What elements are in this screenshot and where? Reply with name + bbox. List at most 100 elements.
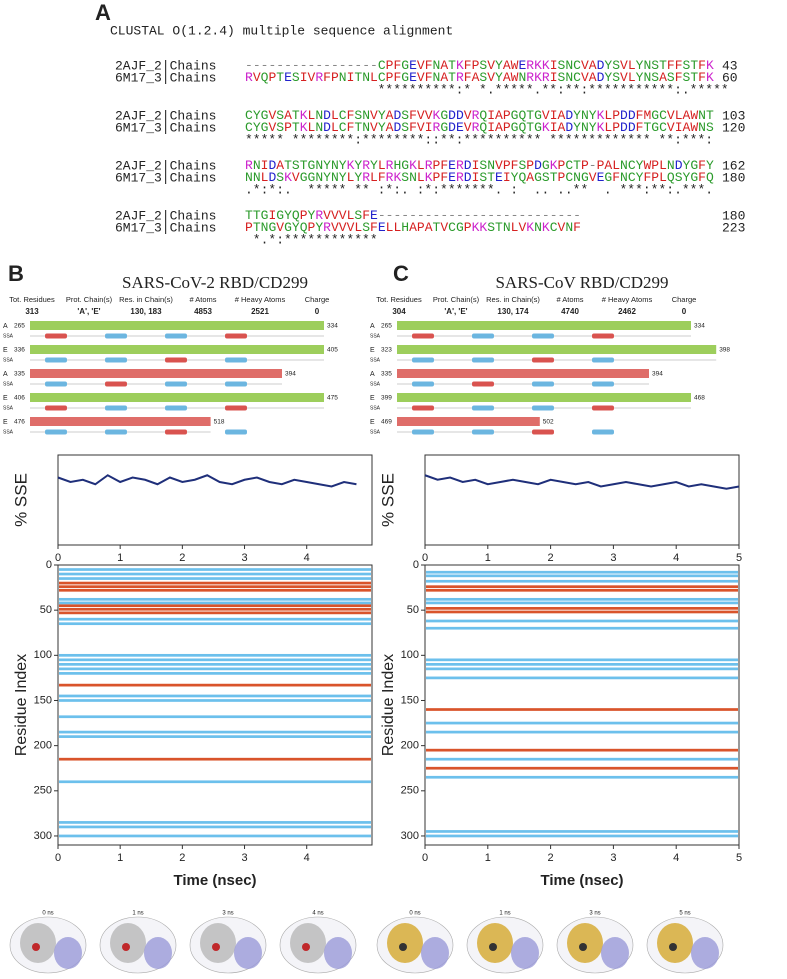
highlight <box>579 943 587 951</box>
stat-value: 304 <box>392 307 406 316</box>
sequence-name: 2AJF_2|Chains <box>115 208 216 223</box>
y-tick-label: 300 <box>34 830 52 842</box>
plot-frame <box>57 564 373 846</box>
sequence-name: 2AJF_2|Chains <box>115 158 216 173</box>
y-tick-label: 50 <box>407 604 419 616</box>
sequence-bar <box>30 369 282 378</box>
range-end: 334 <box>694 323 705 330</box>
stat-header: Prot. Chain(s) <box>66 295 113 304</box>
ssa-element <box>225 429 247 435</box>
chain-label: A <box>3 323 8 330</box>
sse-band <box>59 667 371 671</box>
sequence: TTGIGYQPYRVVVLSFE-----------------------… <box>245 208 581 223</box>
range-end: 468 <box>694 395 705 402</box>
stat-value: 'A', 'E' <box>77 307 100 316</box>
receptor <box>421 937 449 969</box>
stat-header: Tot. Residues <box>9 295 55 304</box>
snapshot-label: 1 ns <box>499 911 510 917</box>
sse-band <box>59 611 371 615</box>
ssa-element <box>592 429 614 435</box>
sse-band <box>426 607 738 610</box>
stat-value: 313 <box>25 307 39 316</box>
ssa-element <box>472 405 494 411</box>
ssa-label: SSA <box>3 333 14 339</box>
sequence: RNIDATSTGNYNYKYRYLRHGKLRPFERDISNVPFSPDGK… <box>245 158 714 173</box>
ssa-element <box>532 405 554 411</box>
range-start: 399 <box>381 395 392 402</box>
sse-band <box>426 585 738 589</box>
ssa-element <box>165 357 187 363</box>
x-tick-label: 2 <box>548 852 554 864</box>
range-end: 394 <box>652 371 663 378</box>
x-tick-label: 2 <box>548 552 554 564</box>
highlight <box>32 943 40 951</box>
sequence-bar <box>30 321 324 330</box>
stat-header: # Atoms <box>189 295 216 304</box>
snapshot-label: 1 ns <box>132 911 143 917</box>
range-start: 335 <box>14 371 25 378</box>
sequence-bar <box>397 417 540 426</box>
sse-band <box>59 617 371 621</box>
sse-band <box>426 667 738 671</box>
chain-label: E <box>3 395 8 402</box>
receptor <box>144 937 172 969</box>
sequence-end: 223 <box>722 220 745 235</box>
protein-body <box>110 923 146 963</box>
snapshot-label: 0 ns <box>409 911 420 917</box>
protein-body <box>200 923 236 963</box>
x-tick-label: 1 <box>485 852 491 864</box>
receptor <box>54 937 82 969</box>
receptor <box>324 937 352 969</box>
sse-band <box>59 683 371 687</box>
x-tick-label: 0 <box>55 552 61 564</box>
stat-header: # Heavy Atoms <box>602 295 653 304</box>
sequence-name: 2AJF_2|Chains <box>115 58 216 73</box>
y-tick-label: 100 <box>34 649 52 661</box>
stat-value: 130, 174 <box>497 307 529 316</box>
sequence-bar <box>397 369 649 378</box>
sse-band <box>59 715 371 719</box>
chain-label: A <box>370 371 375 378</box>
ssa-label: SSA <box>370 429 381 435</box>
highlight <box>302 943 310 951</box>
snapshot-label: 3 ns <box>222 911 233 917</box>
y-tick-label: 150 <box>401 694 419 706</box>
sequence: CYGVSPTKLNDLCFTNVYADSFVIRGDEVRQIAPGQTGKI… <box>245 120 714 135</box>
protein-body <box>657 923 693 963</box>
plot-frame <box>424 564 740 846</box>
sse-band <box>59 588 371 592</box>
sse-band <box>426 663 738 666</box>
sequence-end: 120 <box>722 120 745 135</box>
sse-band <box>59 663 371 666</box>
sse-band <box>426 676 738 680</box>
ssa-label: SSA <box>370 405 381 411</box>
sequence-name: 6M17_3|Chains <box>115 220 216 235</box>
sse-band <box>59 572 371 576</box>
panel-title: SARS-CoV RBD/CD299 <box>495 273 668 292</box>
sse-band <box>426 597 738 601</box>
range-end: 334 <box>327 323 338 330</box>
highlight <box>399 943 407 951</box>
range-end: 518 <box>214 419 225 426</box>
highlight <box>122 943 130 951</box>
stat-value: 130, 183 <box>130 307 162 316</box>
chain-label: A <box>370 323 375 330</box>
ssa-label: SSA <box>3 405 14 411</box>
sequence: PTNGVGYQPYRVVVLSFELLHAPATVCGPKKSTNLVKNKC… <box>245 220 581 235</box>
sequence-bar <box>397 321 691 330</box>
sse-band <box>59 597 371 601</box>
x-tick-label: 3 <box>610 552 616 564</box>
ssa-element <box>472 357 494 363</box>
panel-title: SARS-CoV-2 RBD/CD299 <box>122 273 308 292</box>
consensus: .*:*:. ***** ** :*:. :*:*******. : .. ..… <box>245 182 713 197</box>
sse-band <box>59 834 371 838</box>
y-tick-label: 250 <box>34 785 52 797</box>
range-start: 265 <box>381 323 392 330</box>
x-tick-label: 3 <box>241 552 247 564</box>
sequence-bar <box>30 393 324 402</box>
y-tick-label: 200 <box>401 740 419 752</box>
protein-body <box>567 923 603 963</box>
stat-header: Charge <box>305 295 330 304</box>
sequence-name: 6M17_3|Chains <box>115 170 216 185</box>
